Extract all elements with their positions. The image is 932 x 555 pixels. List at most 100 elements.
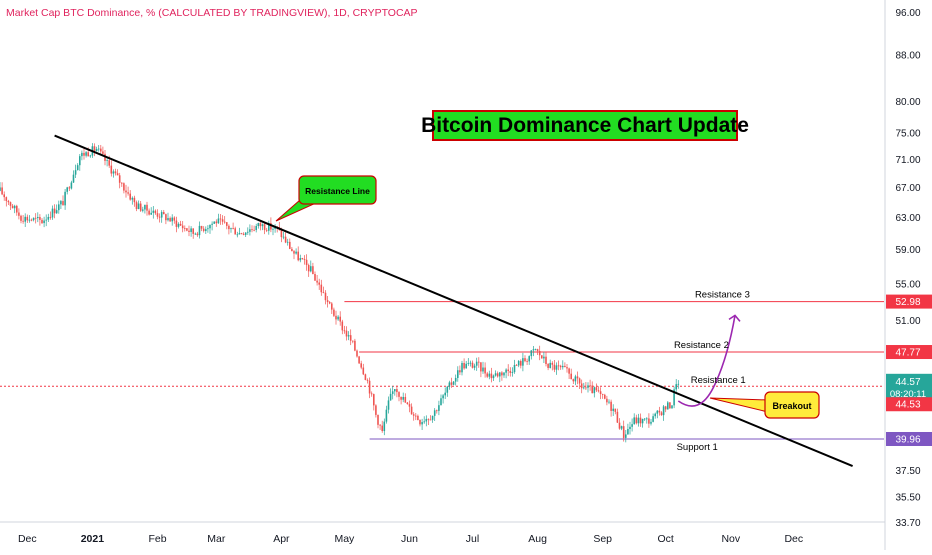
candle-body: [534, 349, 537, 350]
candle-body: [322, 292, 325, 294]
candle-body: [257, 223, 260, 227]
candle-body: [549, 362, 551, 368]
candle-body: [459, 370, 461, 373]
x-tick-label: Jun: [401, 533, 418, 545]
candle-body: [89, 155, 92, 157]
candle-body: [171, 217, 173, 222]
candle-body: [650, 421, 652, 424]
candle-body: [154, 210, 157, 214]
candle-body: [74, 170, 77, 175]
candle-body: [660, 412, 663, 416]
candle-body: [177, 223, 180, 227]
candle-body: [28, 219, 31, 221]
candle-body: [156, 213, 159, 217]
candle-body: [597, 390, 600, 392]
candle-body: [446, 386, 449, 393]
candle-body: [448, 382, 451, 387]
candle-body: [219, 218, 222, 220]
candle-body: [595, 387, 598, 391]
badge-resistance-3: 52.98: [886, 294, 932, 309]
candle-body: [5, 197, 8, 201]
candle-body: [310, 266, 312, 272]
candle-body: [427, 418, 430, 420]
candle-body: [188, 230, 190, 232]
candle-body: [507, 369, 509, 372]
resistance-line-callout[interactable]: Resistance Line: [275, 175, 377, 222]
candle-body: [129, 193, 131, 200]
candle-body: [24, 216, 26, 222]
y-tick-label: 96.00: [895, 8, 920, 19]
candle-body: [312, 266, 314, 275]
candle-body: [26, 216, 29, 221]
y-tick-label: 67.00: [895, 183, 920, 194]
candle-body: [421, 422, 423, 425]
candles: [0, 143, 680, 443]
candle-body: [289, 241, 291, 249]
candle-body: [1, 187, 3, 195]
candle-body: [373, 394, 375, 406]
badge-resistance-2: 47.77: [886, 345, 932, 360]
level-label-resistance-2: Resistance 2: [674, 340, 729, 351]
level-label-resistance-3: Resistance 3: [695, 290, 750, 301]
svg-text:47.77: 47.77: [895, 348, 920, 359]
candle-body: [591, 385, 593, 394]
candle-body: [496, 373, 499, 377]
y-tick-label: 59.00: [895, 245, 920, 256]
svg-text:44.53: 44.53: [895, 400, 920, 411]
candle-body: [404, 396, 407, 403]
candle-body: [532, 349, 535, 351]
candle-body: [345, 330, 348, 337]
candle-body: [198, 225, 201, 236]
candle-body: [110, 165, 113, 174]
candle-body: [205, 229, 207, 231]
candle-body: [629, 426, 631, 430]
candle-body: [444, 392, 446, 396]
candle-body: [244, 232, 247, 235]
candle-body: [305, 259, 308, 266]
candle-body: [70, 182, 73, 189]
candle-body: [433, 410, 436, 416]
candle-body: [53, 208, 56, 214]
candle-body: [268, 223, 270, 231]
candle-body: [100, 148, 102, 152]
candle-body: [461, 362, 463, 373]
candle-body: [20, 215, 22, 221]
candle-body: [520, 361, 522, 366]
candle-body: [362, 367, 365, 375]
candle-body: [9, 202, 12, 206]
candle-body: [566, 367, 568, 369]
candle-body: [160, 212, 163, 218]
candle-body: [509, 371, 512, 373]
candle-body: [381, 425, 383, 432]
candle-body: [234, 228, 236, 235]
candle-body: [18, 212, 20, 216]
candle-body: [144, 204, 146, 210]
candle-body: [190, 228, 192, 232]
y-tick-label: 88.00: [895, 50, 920, 61]
breakout-callout[interactable]: Breakout: [709, 391, 820, 419]
candle-body: [286, 241, 289, 243]
svg-text:52.98: 52.98: [895, 297, 920, 308]
y-tick-label: 71.00: [895, 155, 920, 166]
candle-body: [106, 160, 108, 162]
candle-body: [202, 228, 205, 231]
candle-body: [515, 364, 518, 366]
candle-body: [34, 217, 37, 219]
candle-body: [622, 426, 625, 438]
candle-body: [58, 204, 60, 211]
projection-path[interactable]: [677, 315, 736, 407]
candle-body: [553, 364, 556, 370]
candle-body: [291, 248, 293, 252]
candle-body: [358, 356, 360, 364]
candle-body: [181, 225, 184, 229]
candle-body: [97, 148, 100, 150]
candle-body: [167, 218, 169, 221]
candle-body: [335, 315, 337, 320]
candle-body: [368, 380, 371, 394]
trendline[interactable]: [54, 134, 853, 467]
candle-body: [423, 421, 425, 423]
candle-body: [375, 405, 377, 415]
candle-body: [165, 214, 167, 221]
